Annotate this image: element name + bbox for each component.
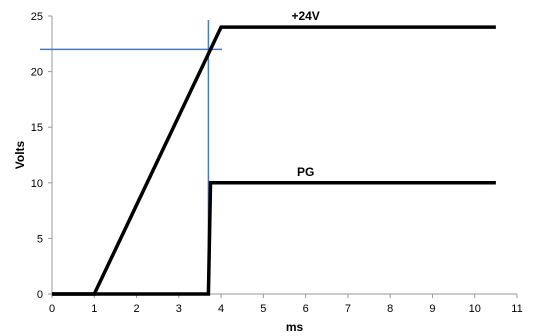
x-tick-label: 9: [429, 303, 435, 315]
x-axis-label: ms: [286, 320, 304, 334]
x-tick-label: 2: [133, 303, 139, 315]
x-tick-label: 8: [387, 303, 393, 315]
x-tick-label: 6: [303, 303, 309, 315]
y-tick-label: 25: [31, 11, 43, 23]
x-tick-label: 5: [260, 303, 266, 315]
series-label: +24V: [291, 9, 319, 23]
reference-lines: [40, 20, 222, 294]
x-tick-label: 10: [469, 303, 481, 315]
y-axis-label: Volts: [13, 140, 27, 169]
y-tick-label: 0: [37, 289, 43, 301]
series-label: PG: [297, 165, 314, 179]
y-tick-label: 10: [31, 178, 43, 190]
x-tick-label: 7: [345, 303, 351, 315]
x-tick-label: 11: [511, 303, 522, 315]
x-tick-label: 3: [176, 303, 182, 315]
x-tick-label: 4: [218, 303, 224, 315]
series-group: +24V PG: [52, 9, 496, 296]
y-tick-label: 20: [31, 67, 43, 79]
axes: [51, 16, 517, 295]
x-tick-label: 0: [49, 303, 55, 315]
series-line-plus24v: [52, 25, 496, 296]
y-tick-label: 15: [31, 122, 43, 134]
x-tick-group: 0 1 2 3 4 5 6 7 8 9 10 11: [49, 294, 523, 315]
series-line-pg: [52, 181, 496, 296]
y-tick-group: 0 5 10 15 20 25: [31, 11, 52, 301]
y-tick-label: 5: [37, 233, 43, 245]
x-tick-label: 1: [91, 303, 97, 315]
